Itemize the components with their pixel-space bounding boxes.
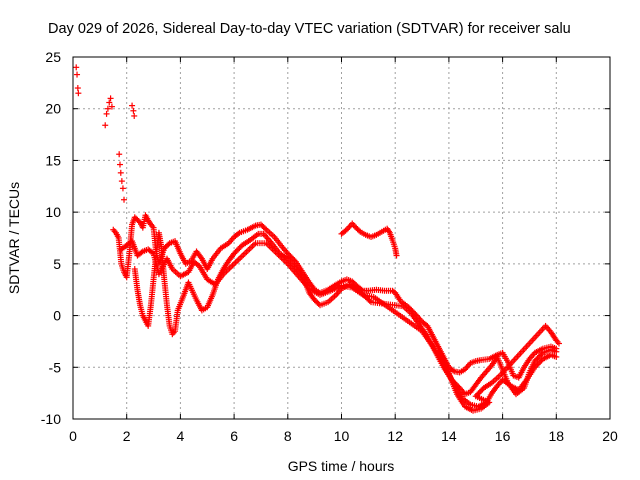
- data-point: [535, 360, 542, 367]
- data-point: [286, 251, 293, 258]
- y-tick-label: 5: [53, 256, 61, 272]
- data-point: [345, 225, 352, 232]
- data-point: [553, 353, 560, 360]
- data-point: [343, 226, 350, 233]
- data-point: [135, 218, 142, 225]
- data-point: [531, 358, 538, 365]
- data-point: [449, 367, 456, 374]
- x-tick-label: 18: [549, 428, 565, 444]
- data-point: [537, 352, 544, 359]
- data-point: [475, 390, 482, 397]
- data-point: [130, 107, 137, 114]
- x-tick-label: 6: [230, 428, 238, 444]
- data-point: [553, 348, 560, 355]
- data-point: [533, 356, 540, 363]
- x-tick-label: 10: [334, 428, 350, 444]
- data-point: [119, 185, 126, 192]
- chart-title: Day 029 of 2026, Sidereal Day-to-day VTE…: [48, 21, 571, 37]
- data-point: [165, 241, 172, 248]
- data-point: [534, 361, 541, 368]
- y-tick-label: 15: [45, 152, 61, 168]
- y-tick-label: -5: [49, 359, 62, 375]
- data-point: [537, 358, 544, 365]
- y-tick-labels: -10 -5 0 5 10 15 20 25: [41, 49, 61, 427]
- data-point: [531, 364, 538, 371]
- data-point: [73, 64, 80, 71]
- data-point: [235, 230, 242, 237]
- data-point: [538, 351, 545, 358]
- x-tick-label: 2: [123, 428, 131, 444]
- data-point: [284, 250, 291, 257]
- data-point: [129, 102, 136, 109]
- y-axis-label: SDTVAR / TECUs: [6, 182, 22, 294]
- data-point: [236, 244, 243, 251]
- y-tick-label: 25: [45, 49, 61, 65]
- data-point: [108, 103, 115, 110]
- x-tick-label: 0: [69, 428, 77, 444]
- y-tick-label: 0: [53, 308, 61, 324]
- x-tick-labels: 0 2 4 6 8 10 12 14 16 18 20: [69, 428, 618, 444]
- data-point: [232, 249, 239, 256]
- data-point: [116, 151, 123, 158]
- data-point: [116, 161, 123, 168]
- data-point: [103, 110, 110, 117]
- data-point: [478, 387, 485, 394]
- data-point: [231, 250, 238, 257]
- data-point: [476, 389, 483, 396]
- data-point: [118, 178, 125, 185]
- y-tick-label: 10: [45, 204, 61, 220]
- plot-frame: [72, 56, 611, 420]
- x-axis-label: GPS time / hours: [288, 458, 395, 474]
- data-point: [104, 105, 111, 112]
- data-point: [534, 355, 541, 362]
- y-tick-label: -10: [41, 411, 61, 427]
- x-tick-label: 8: [284, 428, 292, 444]
- data-point: [106, 99, 113, 106]
- data-point: [385, 228, 392, 235]
- data-point: [355, 227, 362, 234]
- data-point: [342, 227, 349, 234]
- data-point: [535, 353, 542, 360]
- y-tick-label: 20: [45, 101, 61, 117]
- data-point: [233, 247, 240, 254]
- data-point: [533, 362, 540, 369]
- data-point: [102, 122, 109, 129]
- data-point: [149, 249, 156, 256]
- data-point: [75, 90, 82, 97]
- data-point: [138, 249, 145, 256]
- x-tick-label: 16: [495, 428, 511, 444]
- x-tick-label: 14: [441, 428, 457, 444]
- x-tick-label: 4: [177, 428, 185, 444]
- data-point: [74, 85, 81, 92]
- data-point: [74, 71, 81, 78]
- data-point: [290, 256, 297, 263]
- data-point: [235, 246, 242, 253]
- x-tick-label: 12: [387, 428, 403, 444]
- data-point: [261, 225, 268, 232]
- x-tick-label: 20: [602, 428, 618, 444]
- data-point: [472, 393, 479, 400]
- data-point: [393, 252, 400, 259]
- data-points: [73, 64, 562, 414]
- grid-lines: [73, 57, 610, 419]
- data-point: [474, 391, 481, 398]
- data-point: [131, 112, 138, 119]
- data-point: [121, 196, 128, 203]
- data-point: [291, 257, 298, 264]
- data-point: [555, 340, 562, 347]
- data-point: [117, 169, 124, 176]
- data-point: [107, 95, 114, 102]
